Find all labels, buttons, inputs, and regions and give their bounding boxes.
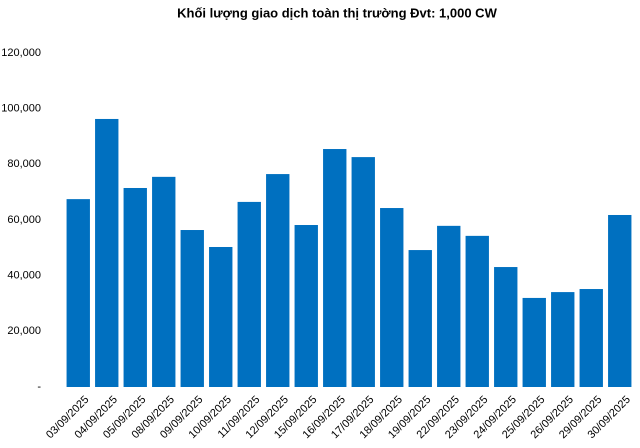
- bar: [579, 289, 603, 387]
- y-tick-label: 60,000: [7, 214, 41, 226]
- bar: [351, 157, 375, 387]
- y-tick-label: 80,000: [7, 158, 41, 170]
- y-tick-label: 100,000: [1, 103, 41, 115]
- y-tick-label: 120,000: [1, 47, 41, 59]
- bar: [123, 187, 147, 387]
- y-tick-label: -: [37, 381, 41, 393]
- bar: [237, 201, 261, 387]
- bar: [152, 176, 176, 387]
- bar: [408, 250, 432, 387]
- chart-title: Khối lượng giao dịch toàn thị trường Đvt…: [177, 5, 497, 20]
- bar: [323, 149, 347, 387]
- bar: [437, 225, 461, 387]
- bar: [608, 214, 632, 387]
- bar: [180, 230, 204, 387]
- bar: [209, 246, 233, 387]
- bar: [266, 174, 290, 387]
- bar: [522, 297, 546, 387]
- bar: [551, 292, 575, 387]
- bar: [66, 199, 90, 387]
- bar: [95, 118, 119, 387]
- bar: [465, 235, 489, 387]
- y-tick-label: 20,000: [7, 325, 41, 337]
- bar: [494, 267, 518, 387]
- bar: [380, 208, 404, 387]
- bar: [294, 225, 318, 387]
- y-tick-label: 40,000: [7, 270, 41, 282]
